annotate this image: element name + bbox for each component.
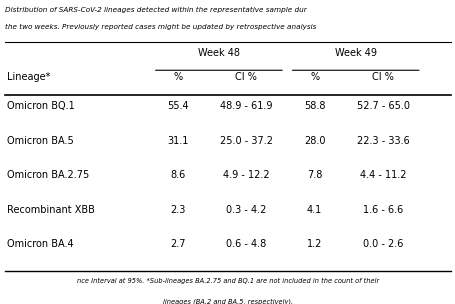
Text: %: % bbox=[173, 72, 182, 82]
Text: nce Interval at 95%. *Sub-lineages BA.2.75 and BQ.1 are not included in the coun: nce Interval at 95%. *Sub-lineages BA.2.… bbox=[77, 278, 378, 284]
Text: 8.6: 8.6 bbox=[170, 170, 185, 180]
Text: 1.6 - 6.6: 1.6 - 6.6 bbox=[362, 205, 402, 215]
Text: 25.0 - 37.2: 25.0 - 37.2 bbox=[219, 136, 272, 146]
Text: CI %: CI % bbox=[235, 72, 257, 82]
Text: 0.0 - 2.6: 0.0 - 2.6 bbox=[362, 239, 402, 249]
Text: 58.8: 58.8 bbox=[303, 101, 325, 111]
Text: 28.0: 28.0 bbox=[303, 136, 325, 146]
Text: Omicron BA.5: Omicron BA.5 bbox=[7, 136, 73, 146]
Text: 52.7 - 65.0: 52.7 - 65.0 bbox=[356, 101, 409, 111]
Text: 4.4 - 11.2: 4.4 - 11.2 bbox=[359, 170, 405, 180]
Text: 4.1: 4.1 bbox=[306, 205, 322, 215]
Text: the two weeks. Previously reported cases might be updated by retrospective analy: the two weeks. Previously reported cases… bbox=[5, 23, 315, 29]
Text: 22.3 - 33.6: 22.3 - 33.6 bbox=[356, 136, 409, 146]
Text: 2.3: 2.3 bbox=[170, 205, 185, 215]
Text: Lineage*: Lineage* bbox=[7, 72, 50, 82]
Text: Omicron BQ.1: Omicron BQ.1 bbox=[7, 101, 75, 111]
Text: Distribution of SARS-CoV-2 lineages detected within the representative sample du: Distribution of SARS-CoV-2 lineages dete… bbox=[5, 7, 306, 13]
Text: Week 49: Week 49 bbox=[334, 48, 376, 58]
Text: %: % bbox=[309, 72, 318, 82]
Text: Recombinant XBB: Recombinant XBB bbox=[7, 205, 95, 215]
Text: 55.4: 55.4 bbox=[167, 101, 188, 111]
Text: Omicron BA.4: Omicron BA.4 bbox=[7, 239, 73, 249]
Text: lineages (BA.2 and BA.5, respectively).: lineages (BA.2 and BA.5, respectively). bbox=[162, 299, 293, 304]
Text: Week 48: Week 48 bbox=[197, 48, 239, 58]
Text: 2.7: 2.7 bbox=[170, 239, 185, 249]
Text: 0.3 - 4.2: 0.3 - 4.2 bbox=[226, 205, 266, 215]
Text: 4.9 - 12.2: 4.9 - 12.2 bbox=[222, 170, 269, 180]
Text: 7.8: 7.8 bbox=[306, 170, 322, 180]
Text: 0.6 - 4.8: 0.6 - 4.8 bbox=[226, 239, 266, 249]
Text: Omicron BA.2.75: Omicron BA.2.75 bbox=[7, 170, 89, 180]
Text: 31.1: 31.1 bbox=[167, 136, 188, 146]
Text: 48.9 - 61.9: 48.9 - 61.9 bbox=[219, 101, 272, 111]
Text: 1.2: 1.2 bbox=[306, 239, 322, 249]
Text: CI %: CI % bbox=[371, 72, 393, 82]
